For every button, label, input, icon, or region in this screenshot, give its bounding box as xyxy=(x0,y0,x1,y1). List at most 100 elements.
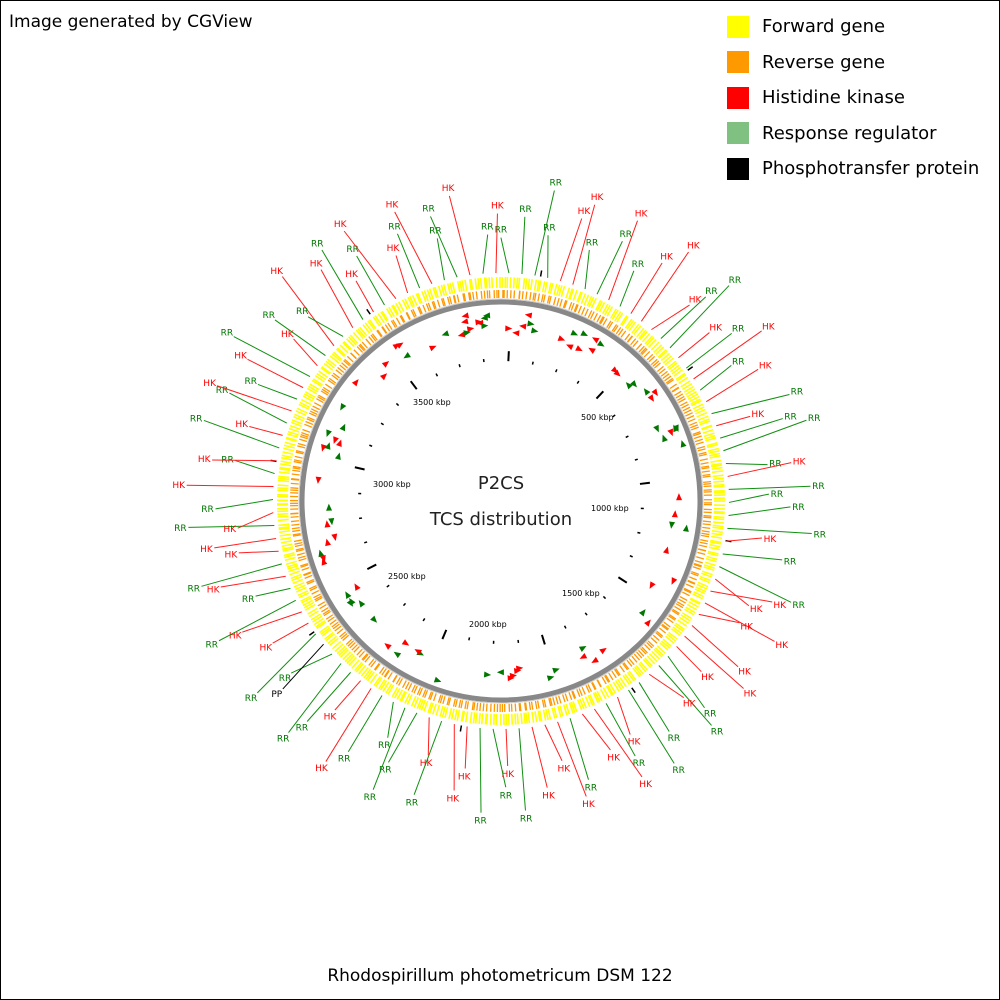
forward-gene-mark xyxy=(417,292,423,304)
forward-gene-mark xyxy=(609,683,617,694)
forward-gene-mark xyxy=(286,563,298,568)
forward-gene-mark xyxy=(601,303,609,315)
forward-gene-mark xyxy=(653,648,663,658)
forward-gene-mark xyxy=(299,401,311,409)
histidine-kinase-marker xyxy=(519,323,527,330)
histidine-kinase-marker xyxy=(613,369,621,377)
forward-gene-mark xyxy=(553,283,558,295)
reverse-gene-mark xyxy=(295,547,304,551)
reverse-gene-mark xyxy=(631,655,638,663)
response-regulator-marker xyxy=(339,423,346,432)
reverse-gene-mark xyxy=(644,644,651,651)
forward-gene-mark xyxy=(282,451,294,456)
minor-tick xyxy=(402,602,407,607)
forward-gene-mark xyxy=(385,683,393,694)
feature-label: RR xyxy=(429,227,442,237)
forward-gene-mark xyxy=(444,706,449,719)
reverse-gene-mark xyxy=(321,388,330,394)
histidine-kinase-marker xyxy=(457,331,466,338)
label-leader-line xyxy=(203,419,280,449)
forward-gene-mark xyxy=(710,459,722,464)
reverse-gene-mark xyxy=(699,458,708,462)
label-leader-line xyxy=(238,550,279,554)
feature-label: HK xyxy=(502,770,516,780)
forward-gene-mark xyxy=(428,288,434,300)
forward-gene-mark xyxy=(635,665,644,675)
forward-gene-mark xyxy=(291,419,303,425)
feature-label: HK xyxy=(542,792,556,802)
label-leader-line xyxy=(242,611,302,633)
reverse-gene-mark xyxy=(604,675,610,683)
reverse-gene-mark xyxy=(463,293,467,302)
label-leader-line xyxy=(321,249,364,320)
forward-gene-mark xyxy=(449,282,454,294)
feature-label: HK xyxy=(635,209,649,219)
reverse-gene-mark xyxy=(701,530,710,533)
forward-gene-mark xyxy=(399,690,406,702)
forward-gene-mark xyxy=(648,653,658,663)
reverse-gene-mark xyxy=(300,562,309,567)
forward-gene-mark xyxy=(450,708,455,720)
reverse-gene-mark xyxy=(648,355,656,363)
forward-gene-mark xyxy=(558,285,563,297)
histidine-kinase-marker xyxy=(428,345,437,352)
reverse-gene-mark xyxy=(607,321,614,330)
forward-gene-mark xyxy=(713,510,725,513)
reverse-gene-mark xyxy=(392,674,398,683)
forward-gene-mark xyxy=(709,454,721,459)
response-regulator-marker xyxy=(349,598,356,606)
feature-label: RR xyxy=(808,414,821,424)
forward-gene-mark xyxy=(288,567,300,573)
reverse-gene-mark xyxy=(572,690,577,699)
label-leader-line xyxy=(581,713,611,751)
label-leader-line xyxy=(596,240,623,295)
feature-label: RR xyxy=(346,245,359,255)
forward-gene-mark xyxy=(431,703,437,715)
feature-label: RR xyxy=(245,694,258,704)
reverse-gene-mark xyxy=(370,660,377,668)
response-regulator-marker xyxy=(669,521,676,529)
reverse-gene-mark xyxy=(568,301,573,310)
reverse-gene-mark xyxy=(384,324,391,332)
center-subtitle: TCS distribution xyxy=(429,509,572,530)
histidine-kinase-marker xyxy=(644,619,651,627)
feature-label: HK xyxy=(260,643,274,653)
forward-gene-mark xyxy=(295,410,307,417)
forward-gene-mark xyxy=(344,653,354,663)
forward-gene-mark xyxy=(693,406,705,413)
forward-gene-mark xyxy=(359,326,368,337)
forward-gene-mark xyxy=(645,336,655,347)
forward-gene-mark xyxy=(484,713,488,725)
forward-gene-mark xyxy=(565,287,571,299)
reverse-gene-mark xyxy=(666,617,674,624)
forward-gene-mark xyxy=(315,620,326,628)
forward-gene-mark xyxy=(713,512,725,515)
forward-gene-mark xyxy=(285,437,297,443)
response-regulator-marker xyxy=(630,380,637,388)
reverse-gene-mark xyxy=(398,678,404,686)
forward-gene-mark xyxy=(713,517,725,521)
reverse-gene-mark xyxy=(427,302,432,311)
forward-gene-mark xyxy=(325,633,335,642)
reverse-gene-mark xyxy=(292,467,301,470)
forward-gene-mark xyxy=(342,651,352,661)
forward-gene-mark xyxy=(673,624,684,632)
reverse-gene-mark xyxy=(701,466,710,470)
label-leader-line xyxy=(693,330,762,380)
feature-label: HK xyxy=(701,673,715,683)
forward-gene-mark xyxy=(416,698,423,710)
forward-gene-mark xyxy=(701,425,713,431)
feature-label: PP xyxy=(271,690,282,700)
forward-gene-mark xyxy=(377,313,385,324)
forward-gene-mark xyxy=(423,290,429,302)
tick-label-2000: 2000 kbp xyxy=(469,620,507,629)
forward-gene-mark xyxy=(673,369,684,377)
legend-label-forward-gene: Forward gene xyxy=(762,16,886,38)
forward-gene-mark xyxy=(515,277,519,289)
reverse-gene-mark xyxy=(669,383,677,390)
reverse-gene-mark xyxy=(699,541,708,545)
reverse-gene-mark xyxy=(290,515,299,518)
forward-gene-mark xyxy=(681,612,693,620)
forward-gene-mark xyxy=(626,671,635,682)
